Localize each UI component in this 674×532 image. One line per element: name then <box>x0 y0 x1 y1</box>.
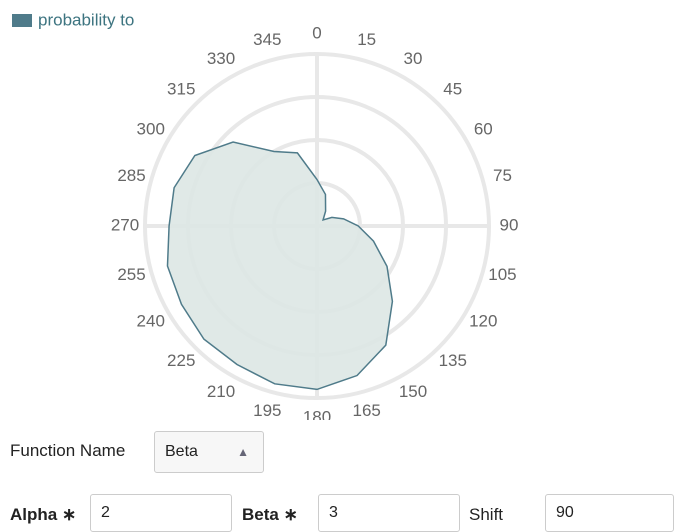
angle-tick-label: 0 <box>312 23 321 42</box>
angle-tick-label: 315 <box>167 80 195 99</box>
angle-tick-label: 180 <box>303 407 331 420</box>
legend-label: probability to <box>38 10 134 29</box>
select-value: Beta <box>165 443 198 460</box>
field-input[interactable] <box>90 494 232 532</box>
angle-tick-label: 90 <box>500 215 519 234</box>
angle-tick-label: 60 <box>474 119 493 138</box>
field-label: Alpha ∗ <box>10 505 77 524</box>
function-select[interactable]: Beta ▲ <box>154 431 264 473</box>
angle-tick-label: 255 <box>117 265 145 284</box>
angle-tick-label: 270 <box>111 215 139 234</box>
angle-tick-label: 300 <box>137 119 165 138</box>
angle-tick-label: 135 <box>439 351 467 370</box>
field-input[interactable] <box>318 494 460 532</box>
angle-tick-label: 120 <box>469 311 497 330</box>
field-label: Beta ∗ <box>242 505 298 524</box>
chart: probability to 0 15 30 45 60 75 90 105 120 135 150… <box>12 10 519 420</box>
function-name-label: Function Name <box>10 441 126 460</box>
angle-tick-label: 45 <box>443 80 462 99</box>
field-input[interactable] <box>545 494 674 532</box>
angle-tick-label: 330 <box>207 49 235 68</box>
angle-tick-label: 165 <box>353 401 381 420</box>
angle-tick-label: 285 <box>117 166 145 185</box>
angle-tick-label: 75 <box>493 166 512 185</box>
angle-tick-label: 30 <box>404 49 423 68</box>
angle-tick-label: 150 <box>399 382 427 401</box>
angle-tick-label: 345 <box>253 30 281 49</box>
select-arrow: ▲ <box>237 445 249 459</box>
angle-tick-label: 210 <box>207 382 235 401</box>
legend-swatch <box>12 14 32 27</box>
angle-tick-label: 240 <box>137 311 165 330</box>
angle-tick-label: 195 <box>253 401 281 420</box>
angle-tick-label: 15 <box>357 30 376 49</box>
field-label: Shift <box>469 505 504 524</box>
angle-tick-label: 225 <box>167 351 195 370</box>
area <box>166 141 394 391</box>
angle-tick-label: 105 <box>488 265 516 284</box>
